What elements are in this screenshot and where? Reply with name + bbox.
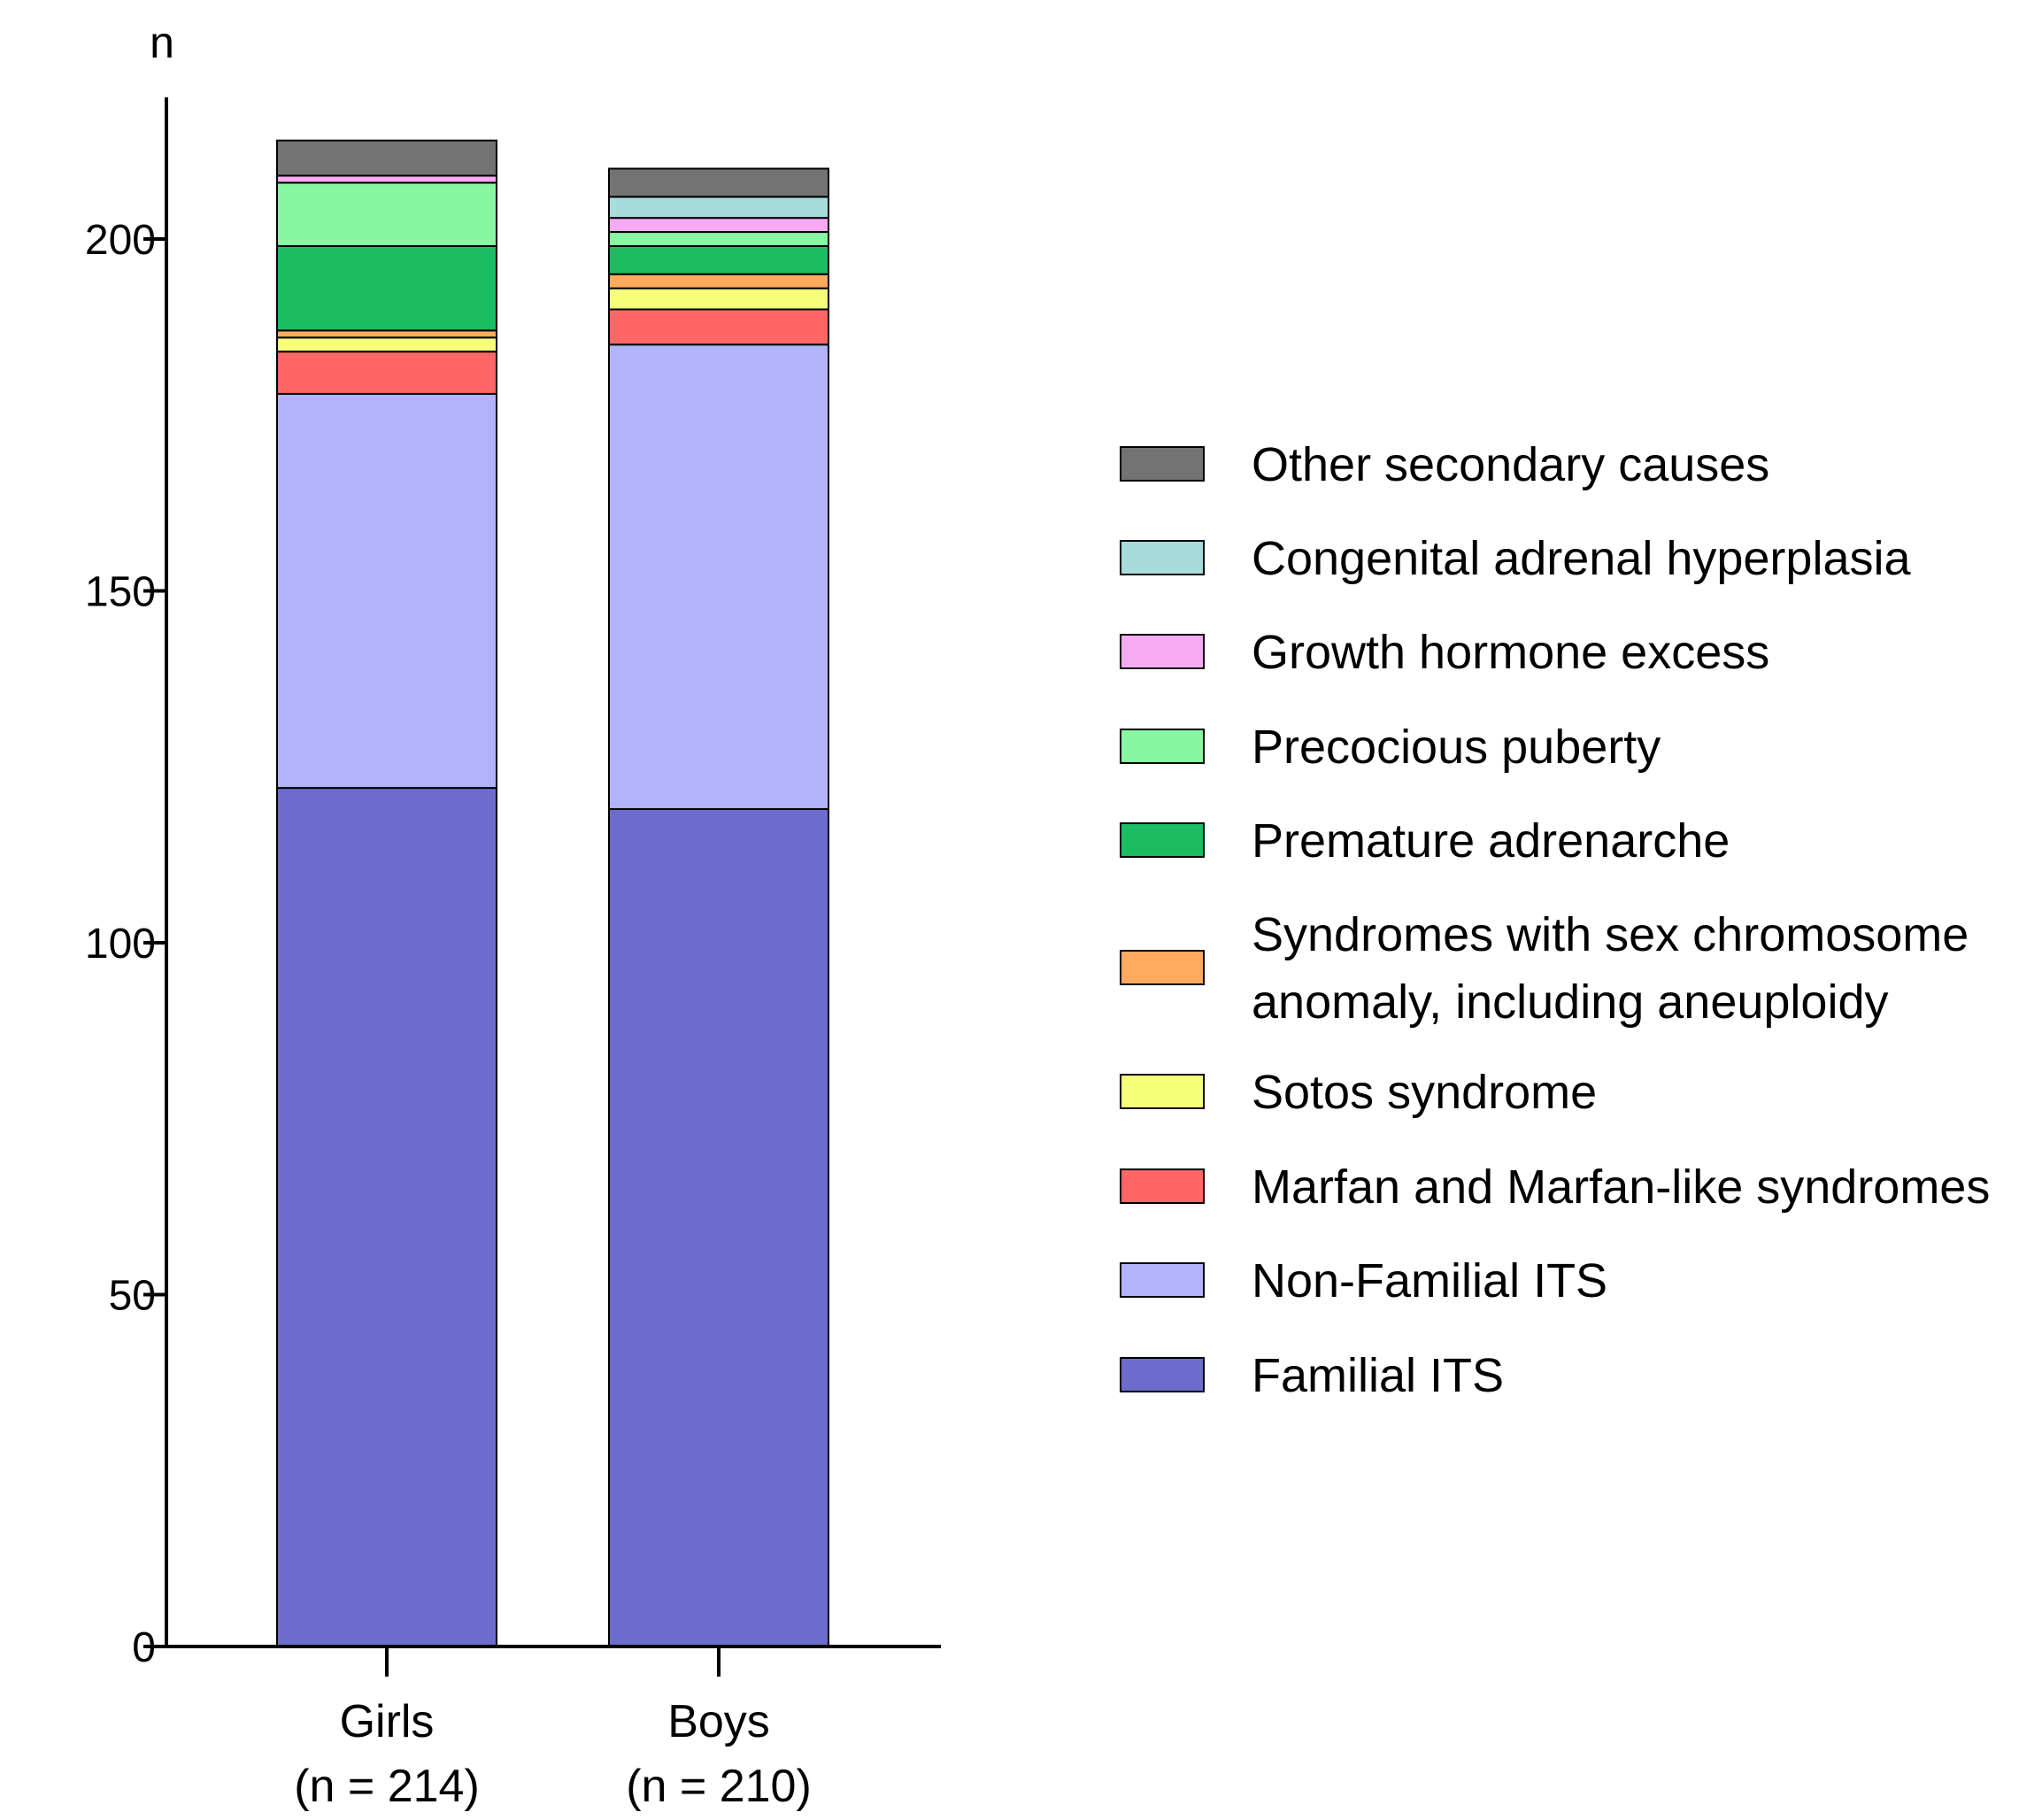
- bar-segment-sotos-syndrome: [608, 287, 829, 311]
- bar-segment-non-familial-its: [608, 343, 829, 810]
- bar-segment-syndromes-with-sex-chromosome-anomaly-including-aneuploidy: [276, 329, 497, 339]
- bar-stack-boys: [608, 167, 829, 1647]
- x-tick-sublabel: (n = 210): [626, 1761, 812, 1812]
- y-tick-label: 0: [132, 1624, 156, 1671]
- legend-item: Sotos syndrome: [1120, 1066, 1597, 1119]
- x-tick-label: Girls: [340, 1696, 435, 1747]
- x-tick-label: Boys: [667, 1696, 770, 1747]
- legend-swatch: [1120, 1357, 1205, 1392]
- legend-swatch: [1120, 540, 1205, 575]
- bar-segment-precocious-puberty: [276, 181, 497, 247]
- bar-segment-familial-its: [608, 807, 829, 1647]
- legend-label: Growth hormone excess: [1252, 626, 1769, 679]
- bar-segment-non-familial-its: [276, 392, 497, 790]
- legend: Other secondary causes Congenital adrenal…: [1120, 438, 1990, 1402]
- legend-item: Growth hormone excess: [1120, 626, 1769, 679]
- bar-segment-marfan-and-marfan-like-syndromes: [608, 308, 829, 346]
- x-tick-sublabel: (n = 214): [294, 1761, 480, 1812]
- bar-segment-growth-hormone-excess: [276, 174, 497, 184]
- bar-segment-premature-adrenarche: [608, 244, 829, 275]
- bar-segment-precocious-puberty: [608, 231, 829, 247]
- legend-item: Marfan and Marfan-like syndromes: [1120, 1161, 1990, 1214]
- bar-segment-familial-its: [276, 787, 497, 1647]
- legend-swatch: [1120, 1262, 1205, 1298]
- y-tick-label: 100: [85, 921, 156, 968]
- legend-label: Precocious puberty: [1252, 721, 1661, 774]
- legend-label: Syndromes with sex chromosome: [1252, 908, 1969, 961]
- legend-swatch: [1120, 1168, 1205, 1204]
- bar-segment-marfan-and-marfan-like-syndromes: [276, 351, 497, 395]
- legend-label: Marfan and Marfan-like syndromes: [1252, 1161, 1990, 1214]
- x-axis-ticks: Girls (n = 214) Boys (n = 210): [294, 1646, 812, 1812]
- legend-item: Syndromes with sex chromosome anomaly, in…: [1120, 908, 1969, 1029]
- y-tick-label: 150: [85, 569, 156, 616]
- legend-item: Precocious puberty: [1120, 721, 1661, 774]
- bar-segment-congenital-adrenal-hyperplasia: [608, 196, 829, 220]
- legend-label: Non-Familial ITS: [1252, 1254, 1607, 1307]
- legend-item: Premature adrenarche: [1120, 814, 1730, 868]
- legend-swatch: [1120, 1074, 1205, 1109]
- legend-swatch: [1120, 634, 1205, 669]
- plot-area: 0 50 100 150 200 Girls (n = 214) Boys (n = 210)…: [85, 18, 941, 1812]
- bar-segment-growth-hormone-excess: [608, 217, 829, 234]
- legend-label: anomaly, including aneuploidy: [1252, 976, 1888, 1029]
- legend-item: Familial ITS: [1120, 1349, 1504, 1402]
- legend-label: Congenital adrenal hyperplasia: [1252, 532, 1911, 585]
- legend-label: Sotos syndrome: [1252, 1066, 1597, 1119]
- legend-swatch: [1120, 822, 1205, 858]
- legend-label: Premature adrenarche: [1252, 814, 1730, 868]
- y-axis-label: n: [150, 18, 174, 67]
- legend-item: Other secondary causes: [1120, 438, 1769, 491]
- bar-stack-girls: [276, 139, 497, 1647]
- legend-swatch: [1120, 950, 1205, 985]
- legend-swatch: [1120, 729, 1205, 764]
- y-axis-ticks: 0 50 100 150 200: [85, 217, 166, 1671]
- y-tick-label: 50: [109, 1273, 156, 1320]
- legend-item: Non-Familial ITS: [1120, 1254, 1607, 1307]
- legend-label: Familial ITS: [1252, 1349, 1504, 1402]
- legend-item: Congenital adrenal hyperplasia: [1120, 532, 1911, 585]
- legend-swatch: [1120, 446, 1205, 482]
- bar-segment-other-secondary-causes: [276, 139, 497, 177]
- bar-segment-premature-adrenarche: [276, 244, 497, 332]
- bar-segment-other-secondary-causes: [608, 167, 829, 198]
- legend-label: Other secondary causes: [1252, 438, 1769, 491]
- bar-segment-syndromes-with-sex-chromosome-anomaly-including-aneuploidy: [608, 273, 829, 289]
- bars: [276, 139, 829, 1647]
- bar-segment-sotos-syndrome: [276, 336, 497, 353]
- y-tick-label: 200: [85, 217, 156, 264]
